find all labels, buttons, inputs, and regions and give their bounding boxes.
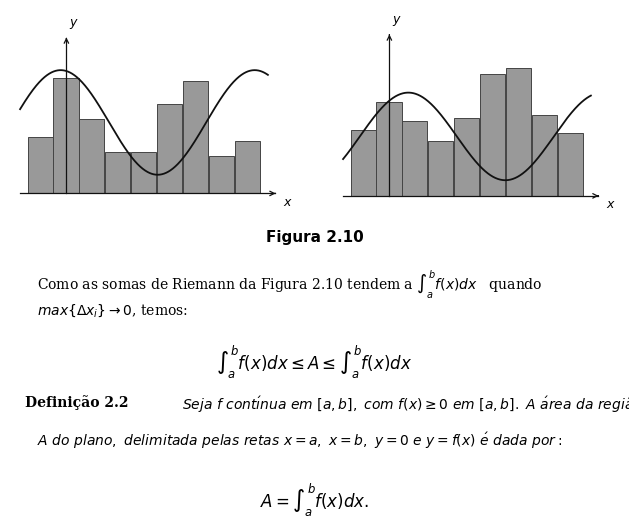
Text: $\int_a^b f(x)dx \leq A \leq \int_a^b f(x)dx$: $\int_a^b f(x)dx \leq A \leq \int_a^b f(…: [216, 344, 413, 381]
Text: $A = \int_a^b f(x)dx.$: $A = \int_a^b f(x)dx.$: [260, 483, 369, 519]
Text: $y$: $y$: [392, 14, 402, 29]
Bar: [157, 104, 182, 194]
Bar: [183, 81, 208, 194]
Bar: [209, 156, 234, 194]
Bar: [506, 68, 531, 196]
Bar: [28, 137, 53, 194]
Bar: [557, 134, 582, 196]
Bar: [428, 141, 454, 196]
Bar: [532, 114, 557, 196]
Text: $A\ do\ plano,\ delimitada\ pelas\ retas\ x = a,\ x = b,\ y = 0\ e\ y = f(x)\ \a: $A\ do\ plano,\ delimitada\ pelas\ retas…: [36, 431, 562, 451]
Bar: [480, 74, 505, 196]
Bar: [350, 130, 376, 196]
Bar: [53, 78, 79, 194]
Bar: [403, 121, 428, 196]
Bar: [131, 152, 156, 194]
Text: $max\{\Delta x_i\} \to 0$, temos:: $max\{\Delta x_i\} \to 0$, temos:: [36, 302, 188, 319]
Bar: [376, 102, 401, 196]
Bar: [105, 152, 130, 194]
Text: $y$: $y$: [69, 17, 79, 31]
Bar: [454, 118, 479, 196]
Text: Como as somas de Riemann da Figura 2.10 tendem a $\int_a^b f(x)dx$   quando: Como as somas de Riemann da Figura 2.10 …: [36, 269, 542, 301]
Text: Definição 2.2: Definição 2.2: [25, 395, 128, 410]
Text: Figura 2.10: Figura 2.10: [265, 230, 364, 245]
Text: $Seja\ f\ cont\acute{\imath}nua\ em\ [a,b],\ com\ f(x) \geq 0\ em\ [a,b].\ A\ \a: $Seja\ f\ cont\acute{\imath}nua\ em\ [a,…: [182, 395, 629, 415]
Text: $x$: $x$: [606, 198, 616, 211]
Bar: [235, 141, 260, 194]
Text: $x$: $x$: [283, 196, 292, 209]
Bar: [79, 119, 104, 194]
